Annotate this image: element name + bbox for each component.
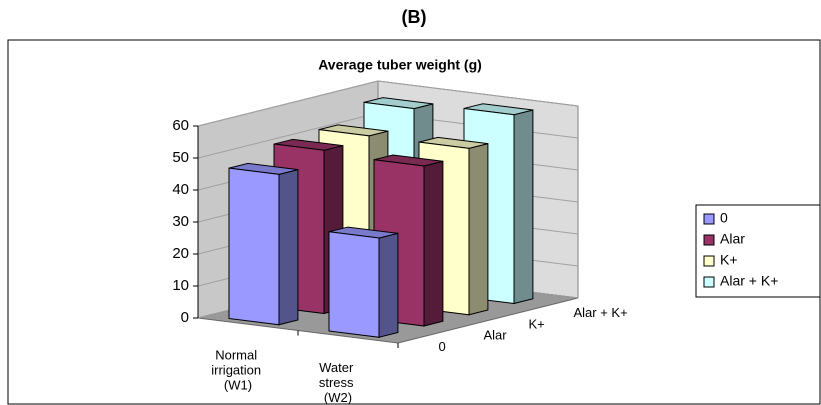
depth-tick-label: 0 [439,339,446,354]
x-tick-line: (W2) [324,390,352,405]
x-tick-line: (W1) [224,378,252,393]
x-tick-line: stress [319,375,357,390]
depth-tick-label: K+ [529,316,545,331]
bar-side [468,142,489,316]
y-tick-label: 10 [172,277,189,294]
y-tick-label: 20 [172,245,189,262]
x-tick-line: irrigation [211,363,264,378]
legend-label: K+ [720,252,738,268]
grid-line [197,80,579,127]
y-tick-label: 0 [181,309,189,326]
depth-tick-label: Alar + K+ [574,305,628,320]
x-tick-line: Normal [215,348,261,363]
panel-label: (B) [402,7,427,27]
legend-swatch [703,213,715,225]
bar-side [378,232,399,338]
legend-swatch [703,255,715,267]
bar [228,167,280,326]
legend-swatch [703,234,715,246]
legend-box [695,204,821,298]
bar-side [278,168,299,326]
depth-tick-label: Alar [484,328,508,343]
y-tick-label: 40 [172,181,189,198]
x-tick-line: Water [319,360,357,375]
y-tick-label: 60 [172,117,189,134]
legend-label: Alar [720,231,745,247]
legend-label: Alar + K+ [720,273,778,289]
bar [328,231,380,338]
chart-title: Average tuber weight (g) [318,57,482,73]
y-tick-label: 50 [172,149,189,166]
bar-side [423,160,444,327]
x-tick-label: Normal irrigation (W1) [211,348,264,393]
bar-side [513,109,534,305]
legend-swatch [703,276,715,288]
legend-label: 0 [720,210,728,226]
x-tick-label: Water stress (W2) [319,360,357,405]
y-tick-label: 30 [172,213,189,230]
